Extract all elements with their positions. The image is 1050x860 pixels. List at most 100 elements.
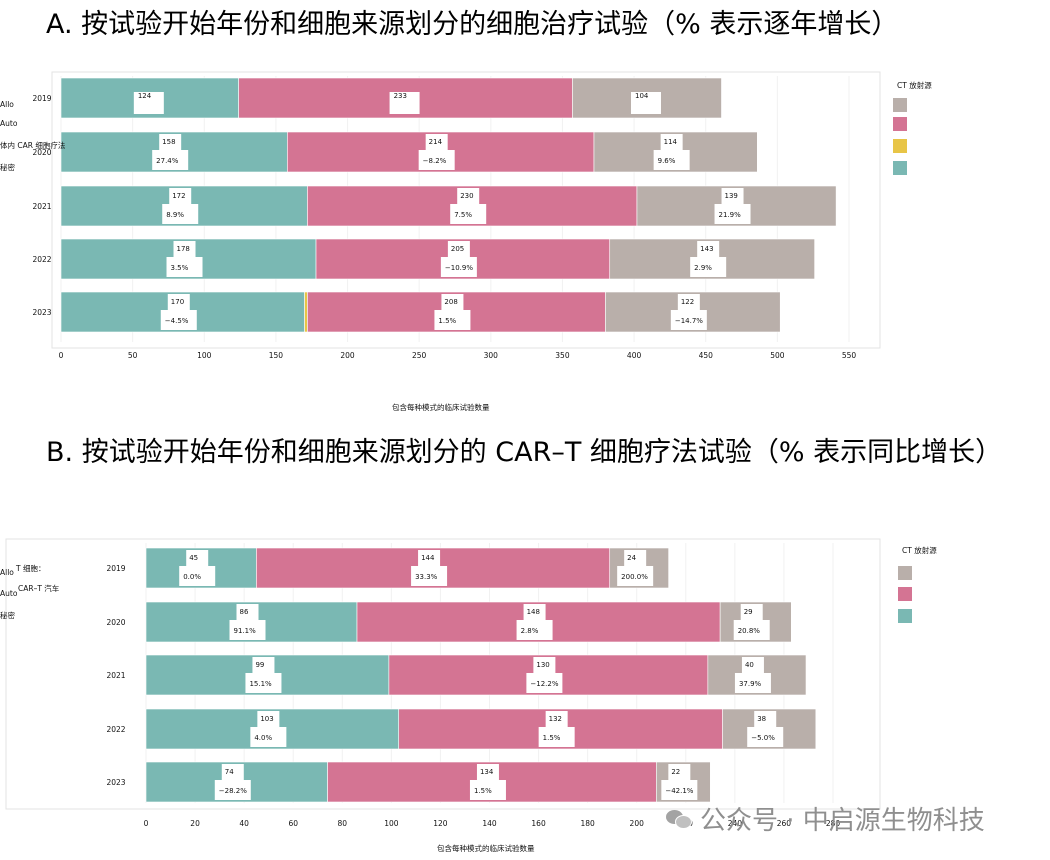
growth-label-box (670, 310, 707, 330)
value-label: 148 (527, 608, 540, 616)
chart-a-title: A. 按试验开始年份和细胞来源划分的细胞治疗试验（% 表示逐年增长） (46, 9, 899, 40)
chart-b-title: B. 按试验开始年份和细胞来源划分的 CAR–T 细胞疗法试验（% 表示同比增长… (46, 437, 1003, 468)
x-tick-label: 280 (826, 819, 841, 828)
x-axis-title: 包含每种模式的临床试验数量 (392, 402, 490, 412)
x-tick-label: 0 (144, 819, 149, 828)
value-label: 205 (451, 245, 464, 253)
watermark-text: 公众号 · 中启源生物科技 (700, 806, 985, 836)
year-label: 2022 (32, 255, 51, 264)
legend-title: CT 放射源 (902, 545, 937, 555)
value-label-box (740, 604, 763, 622)
growth-label: 91.1% (234, 627, 257, 635)
growth-label-box (747, 727, 784, 747)
x-tick-label: 80 (338, 819, 348, 828)
x-tick-label: 500 (770, 351, 785, 360)
value-label-box (169, 188, 192, 206)
x-tick-label: 50 (128, 351, 138, 360)
legend-swatch (893, 98, 907, 112)
value-label: 214 (429, 138, 443, 146)
value-label: 178 (177, 245, 190, 253)
value-label-box (186, 550, 209, 568)
growth-label: 27.4% (156, 157, 179, 165)
growth-label-box (450, 204, 487, 224)
growth-label-box (617, 566, 654, 586)
growth-label-box (245, 673, 282, 693)
legend-label: Auto (0, 589, 18, 598)
x-tick-label: 140 (482, 819, 497, 828)
value-label: 99 (255, 661, 264, 669)
value-label-box (523, 604, 546, 622)
x-tick-label: 20 (190, 819, 200, 828)
value-label-box (418, 550, 441, 568)
chart-b: 0204060801001201401601802002202402602802… (0, 538, 937, 853)
growth-label-box (162, 204, 199, 224)
x-tick-label: 260 (777, 819, 792, 828)
year-label: 2021 (32, 202, 51, 211)
value-label: 114 (664, 138, 678, 146)
legend-swatch (898, 566, 912, 580)
value-label-box (668, 764, 691, 782)
value-label: 143 (700, 245, 713, 253)
legend-swatch (893, 139, 907, 153)
side-label-line2: CAR–T 汽车 (18, 583, 60, 593)
growth-label: 21.9% (719, 211, 742, 219)
growth-label: −4.5% (165, 317, 189, 325)
bar-in-vivo (304, 291, 308, 333)
growth-label: −28.2% (219, 787, 247, 795)
value-label: 172 (172, 192, 185, 200)
growth-label-box (714, 204, 751, 224)
legend-swatch (898, 587, 912, 601)
growth-label-box (469, 780, 506, 800)
value-label-box (252, 657, 275, 675)
value-label-box (677, 294, 700, 312)
x-tick-label: 60 (288, 819, 298, 828)
growth-label: 2.9% (694, 264, 712, 272)
legend-swatch (893, 161, 907, 175)
x-tick-label: 100 (384, 819, 399, 828)
growth-label: 0.0% (183, 573, 201, 581)
value-label: 230 (460, 192, 473, 200)
year-label: 2020 (106, 618, 125, 627)
x-axis-title: 包含每种模式的临床试验数量 (437, 843, 535, 853)
value-label-box (457, 188, 480, 206)
x-tick-label: 400 (627, 351, 642, 360)
growth-label-box (690, 257, 727, 277)
wechat-icon (666, 808, 692, 830)
growth-label-box (733, 620, 770, 640)
growth-label-box (734, 673, 771, 693)
value-label-box (221, 764, 244, 782)
value-label-box (754, 711, 777, 729)
value-label-box (624, 550, 647, 568)
x-tick-label: 300 (484, 351, 499, 360)
value-label-box (173, 241, 196, 259)
growth-label-box (152, 150, 189, 170)
value-label-box (159, 134, 182, 152)
chart-a: 0 50 100 150 200 250 300 350 400 450 500 550 2019 124… (0, 71, 932, 412)
legend-label: 秘密 (0, 162, 15, 172)
value-label-box (389, 92, 420, 114)
legend-label: Allo (0, 100, 14, 109)
value-label: 86 (240, 608, 249, 616)
x-tick-label: 550 (842, 351, 857, 360)
value-label-box (133, 92, 164, 114)
growth-label-box (661, 780, 698, 800)
value-label: 122 (681, 298, 694, 306)
value-label-box (533, 657, 556, 675)
value-label: 38 (757, 715, 766, 723)
x-tick-label: 150 (269, 351, 284, 360)
x-tick-label: 450 (699, 351, 714, 360)
value-label: 130 (536, 661, 549, 669)
growth-label: −8.2% (423, 157, 447, 165)
year-label: 2021 (106, 671, 125, 680)
growth-label: 1.5% (543, 734, 561, 742)
growth-label-box (166, 257, 203, 277)
value-label: 22 (671, 768, 680, 776)
growth-label: 3.5% (171, 264, 189, 272)
year-label: 2020 (32, 148, 51, 157)
value-label-box (741, 657, 764, 675)
x-tick-label: 100 (197, 351, 212, 360)
x-tick-label: 0 (59, 351, 64, 360)
growth-label-box (434, 310, 471, 330)
value-label: 29 (744, 608, 753, 616)
growth-label: 8.9% (166, 211, 184, 219)
